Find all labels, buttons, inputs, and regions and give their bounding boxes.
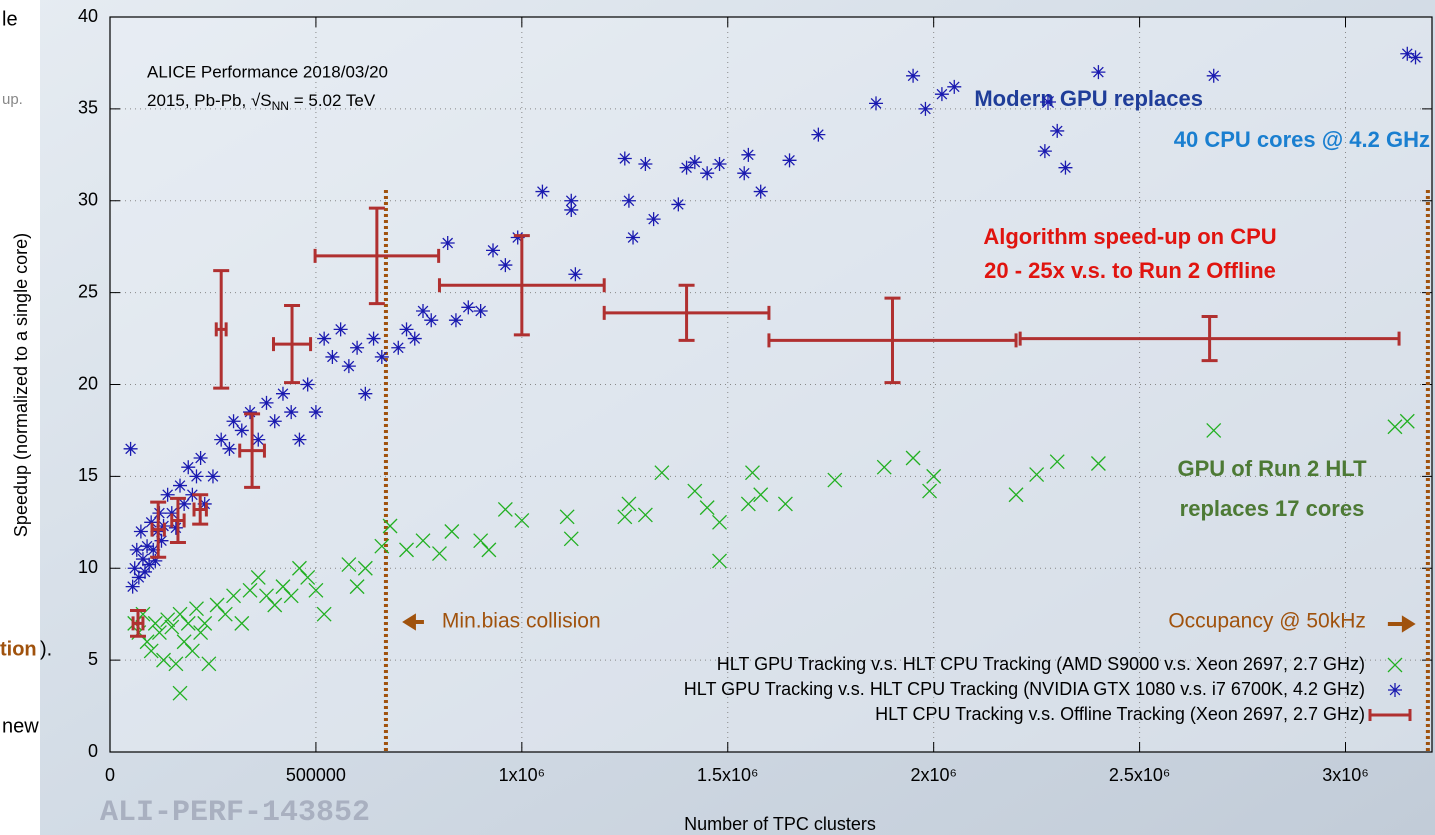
marker	[334, 322, 348, 336]
page: {"slide_text": ["le", "up.", "tion", ").…	[0, 0, 1435, 835]
marker	[130, 543, 144, 557]
slide-text: new	[2, 715, 39, 737]
marker	[375, 350, 389, 364]
marker	[268, 414, 282, 428]
marker	[317, 332, 331, 346]
marker	[486, 243, 500, 257]
marker	[134, 525, 148, 539]
chart: le up. tion ). new ALI-PERF-143852 Numbe…	[0, 0, 1435, 835]
marker	[783, 153, 797, 167]
marker	[189, 469, 203, 483]
marker	[342, 359, 356, 373]
y-tick-label: 10	[78, 557, 98, 577]
marker	[441, 236, 455, 250]
marker	[309, 405, 323, 419]
marker	[416, 304, 430, 318]
marker	[325, 350, 339, 364]
y-tick-label: 20	[78, 373, 98, 393]
x-tick-label: 2.5x10⁶	[1109, 765, 1170, 785]
y-tick-label: 30	[78, 190, 98, 210]
marker	[474, 304, 488, 318]
legend-label: HLT CPU Tracking v.s. Offline Tracking (…	[875, 704, 1365, 724]
marker	[259, 396, 273, 410]
slide-text: up.	[2, 91, 23, 108]
marker	[367, 332, 381, 346]
legend-marker	[1388, 683, 1402, 697]
marker	[206, 469, 220, 483]
marker	[181, 460, 195, 474]
marker	[391, 341, 405, 355]
annotation: 2015, Pb-Pb, √SNN = 5.02 TeV	[147, 91, 376, 113]
marker	[449, 313, 463, 327]
y-tick-label: 5	[88, 649, 98, 669]
marker	[222, 442, 236, 456]
marker	[1050, 124, 1064, 138]
annotation: 20 - 25x v.s. to Run 2 Offline	[984, 258, 1276, 283]
marker	[424, 313, 438, 327]
x-tick-label: 2x10⁶	[910, 765, 956, 785]
marker	[737, 166, 751, 180]
annotation: 40 CPU cores @ 4.2 GHz	[1174, 127, 1430, 152]
marker	[124, 442, 138, 456]
annotation: Algorithm speed-up on CPU	[983, 224, 1276, 249]
annotation: replaces 17 cores	[1180, 496, 1365, 521]
marker	[461, 300, 475, 314]
marker	[284, 405, 298, 419]
marker	[126, 580, 140, 594]
marker	[400, 322, 414, 336]
marker	[1040, 94, 1056, 110]
marker	[408, 332, 422, 346]
marker	[498, 258, 512, 272]
x-tick-label: 1.5x10⁶	[697, 765, 758, 785]
marker	[194, 451, 208, 465]
y-axis-label: Speedup (normalized to a single core)	[11, 233, 31, 537]
legend-label: HLT GPU Tracking v.s. HLT CPU Tracking (…	[684, 679, 1365, 699]
annotation: ALICE Performance 2018/03/20	[147, 62, 388, 81]
y-tick-label: 35	[78, 98, 98, 118]
marker	[235, 423, 249, 437]
marker	[154, 534, 168, 548]
marker	[292, 433, 306, 447]
legend-label: HLT GPU Tracking v.s. HLT CPU Tracking (…	[717, 654, 1365, 674]
slide-text: ).	[40, 638, 52, 660]
marker	[301, 378, 315, 392]
annotation: Occupancy @ 50kHz	[1168, 610, 1366, 633]
y-tick-label: 15	[78, 465, 98, 485]
annotation-part: = 5.02 TeV	[289, 91, 376, 110]
y-tick-label: 25	[78, 281, 98, 301]
slide-text: le	[2, 8, 18, 30]
x-tick-label: 1x10⁶	[499, 765, 545, 785]
y-tick-label: 40	[78, 6, 98, 26]
annotation-part: NN	[272, 99, 289, 113]
marker	[173, 479, 187, 493]
marker	[1409, 50, 1423, 64]
slide-text: tion	[0, 638, 37, 660]
marker	[568, 267, 582, 281]
x-axis-label: Number of TPC clusters	[684, 814, 876, 834]
annotation: GPU of Run 2 HLT	[1177, 456, 1367, 481]
marker	[243, 405, 257, 419]
x-tick-label: 500000	[286, 765, 346, 785]
annotation-part: 2015, Pb-Pb, √S	[147, 91, 272, 110]
marker	[276, 387, 290, 401]
annotation: Min.bias collision	[442, 610, 601, 633]
marker	[350, 341, 364, 355]
marker	[638, 157, 652, 171]
x-tick-label: 0	[105, 765, 115, 785]
watermark: ALI-PERF-143852	[100, 796, 370, 830]
annotation: Modern GPU replaces	[974, 86, 1203, 111]
marker	[622, 194, 636, 208]
marker	[227, 414, 241, 428]
marker	[358, 387, 372, 401]
y-tick-label: 0	[88, 741, 98, 761]
marker	[214, 433, 228, 447]
x-tick-label: 3x10⁶	[1322, 765, 1368, 785]
